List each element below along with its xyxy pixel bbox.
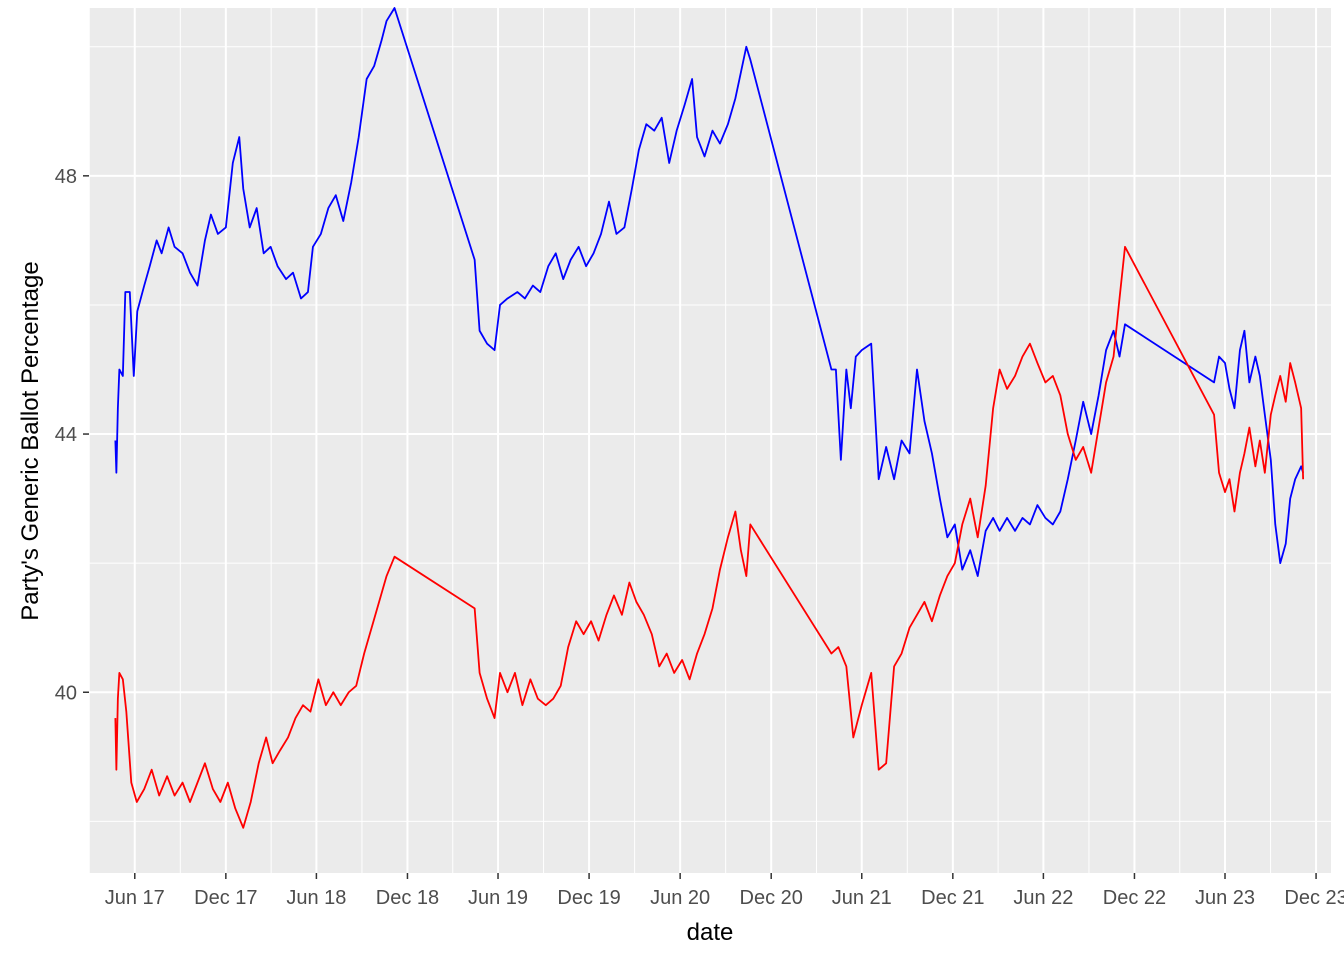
x-tick-label: Dec 20 (740, 887, 803, 909)
x-axis-title: date (687, 919, 734, 946)
plot-panel (89, 8, 1331, 873)
x-tick-label: Jun 19 (468, 887, 528, 909)
x-tick-label: Dec 21 (921, 887, 984, 909)
x-tick-label: Jun 18 (286, 887, 346, 909)
series-line-0 (114, 7, 1304, 577)
x-tick-label: Dec 19 (557, 887, 620, 909)
x-tick-label: Dec 17 (194, 887, 257, 909)
major-gridlines (89, 8, 1331, 873)
minor-gridlines (88, 8, 1331, 873)
series-line-1 (114, 245, 1305, 829)
x-tick-label: Jun 23 (1195, 887, 1255, 909)
x-tick-label: Dec 22 (1103, 887, 1166, 909)
y-tick-label: 40 (55, 682, 77, 704)
series-layer (114, 7, 1305, 829)
y-tick-label: 48 (55, 166, 77, 188)
x-tick-label: Dec 18 (376, 887, 439, 909)
x-axis: Jun 17 Dec 17 Jun 18 Dec 18 Jun 19 Dec 19 Jun … (105, 873, 1344, 909)
y-tick-label: 44 (55, 424, 77, 446)
x-tick-label: Jun 17 (105, 887, 165, 909)
y-axis: 40 44 48 (55, 166, 89, 704)
x-tick-label: Dec 23 (1284, 887, 1344, 909)
x-tick-label: Jun 21 (832, 887, 892, 909)
x-tick-label: Jun 22 (1013, 887, 1073, 909)
x-tick-label: Jun 20 (650, 887, 710, 909)
y-axis-title: Party's Generic Ballot Percentage (17, 261, 44, 620)
